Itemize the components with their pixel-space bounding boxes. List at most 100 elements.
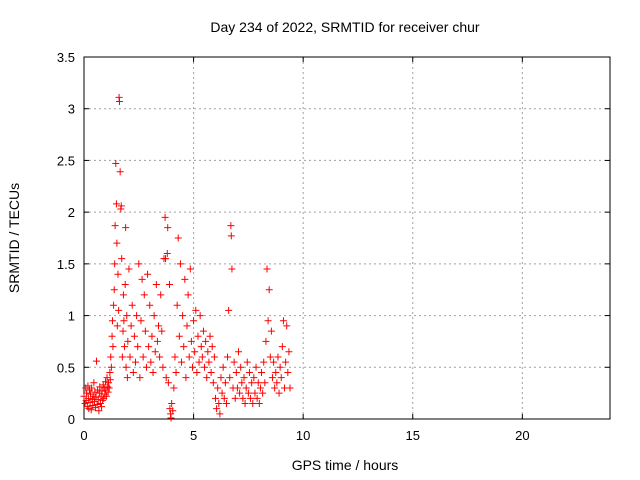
- data-point: [148, 332, 156, 340]
- data-point: [270, 358, 278, 366]
- data-point: [175, 332, 183, 340]
- data-point: [145, 343, 153, 351]
- data-point: [188, 363, 196, 371]
- data-point: [190, 317, 198, 325]
- data-point: [106, 376, 114, 384]
- data-point: [267, 327, 275, 335]
- data-point: [227, 232, 235, 240]
- data-point: [110, 301, 118, 309]
- data-point: [162, 255, 170, 263]
- data-point: [116, 97, 124, 105]
- data-point: [164, 224, 172, 232]
- x-tick-label: 15: [406, 428, 420, 443]
- data-point: [261, 379, 269, 387]
- data-point: [118, 255, 126, 263]
- y-tick-label: 1.5: [57, 257, 75, 272]
- data-point: [191, 348, 199, 356]
- data-point: [95, 407, 103, 415]
- data-point: [181, 275, 189, 283]
- data-point: [227, 222, 235, 230]
- data-point: [136, 374, 144, 382]
- data-point: [236, 389, 244, 397]
- data-point: [92, 357, 100, 365]
- y-tick-label: 2: [68, 205, 75, 220]
- grid-lines: [84, 57, 610, 419]
- data-point: [118, 353, 126, 361]
- data-point: [256, 384, 264, 392]
- data-point: [105, 379, 113, 387]
- data-point: [254, 379, 262, 387]
- data-point: [212, 394, 219, 402]
- data-point: [140, 291, 148, 299]
- data-point: [152, 281, 160, 289]
- data-point: [207, 368, 215, 376]
- y-tick-label: 3.5: [57, 50, 75, 65]
- data-point: [182, 374, 190, 382]
- data-point: [170, 384, 178, 392]
- data-point: [105, 384, 113, 392]
- data-point: [173, 301, 181, 309]
- data-point: [104, 388, 112, 396]
- data-point: [87, 406, 95, 414]
- data-point: [109, 343, 117, 351]
- data-point: [286, 384, 294, 392]
- data-point: [164, 379, 172, 387]
- data-point: [250, 374, 258, 382]
- plot-frame: [83, 56, 611, 420]
- data-point: [178, 358, 186, 366]
- data-point: [271, 384, 279, 392]
- data-point: [115, 306, 123, 314]
- data-point: [129, 368, 137, 376]
- data-point: [219, 363, 227, 371]
- data-point: [144, 270, 152, 278]
- data-point: [161, 213, 169, 221]
- y-tick-label: 2.5: [57, 153, 75, 168]
- data-point: [248, 379, 256, 387]
- data-point: [122, 224, 130, 232]
- data-point: [123, 374, 131, 382]
- data-point: [194, 332, 202, 340]
- data-point: [137, 317, 145, 325]
- data-point: [283, 322, 291, 330]
- data-point: [220, 394, 228, 402]
- data-point: [205, 358, 213, 366]
- data-point: [262, 337, 270, 345]
- data-point: [89, 392, 97, 400]
- data-point: [247, 394, 255, 402]
- data-point: [199, 327, 207, 335]
- data-point: [235, 348, 243, 356]
- data-point: [196, 312, 204, 320]
- data-point: [165, 281, 173, 289]
- data-point: [215, 399, 223, 407]
- data-point: [226, 374, 234, 382]
- data-point: [242, 384, 250, 392]
- data-point: [203, 374, 211, 382]
- data-point: [243, 358, 251, 366]
- data-point: [216, 410, 224, 418]
- data-point: [138, 275, 146, 283]
- data-point: [98, 403, 106, 411]
- data-point: [273, 379, 281, 387]
- data-point: [284, 368, 292, 376]
- data-point: [224, 353, 232, 361]
- data-point: [225, 306, 233, 314]
- data-point: [116, 168, 124, 176]
- data-point: [156, 353, 164, 361]
- data-point: [179, 312, 187, 320]
- data-point: [174, 234, 182, 242]
- y-tick-label: 0.5: [57, 360, 75, 375]
- data-point: [119, 327, 127, 335]
- data-point: [233, 384, 241, 392]
- data-point: [210, 353, 218, 361]
- data-point: [232, 368, 240, 376]
- data-point: [112, 200, 120, 208]
- data-point: [252, 363, 260, 371]
- data-point: [84, 394, 92, 402]
- data-point: [169, 407, 177, 415]
- data-point: [244, 389, 252, 397]
- data-point: [238, 379, 246, 387]
- data-point: [184, 291, 192, 299]
- data-point: [121, 343, 129, 351]
- data-point: [230, 358, 238, 366]
